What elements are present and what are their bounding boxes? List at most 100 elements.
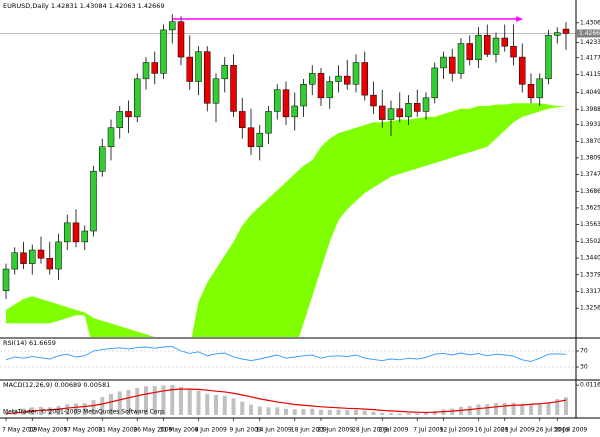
candle-body [37, 249, 45, 259]
candle-body [545, 35, 552, 80]
macd-bar [179, 386, 183, 415]
candle-body [309, 73, 316, 85]
candle-body [160, 29, 167, 74]
candle-body [519, 56, 526, 85]
y-tick-label: 30 [580, 364, 588, 371]
macd-bar [161, 385, 166, 415]
x-tick-label: 7 May 2009 [2, 427, 37, 434]
candle-body [300, 84, 307, 107]
macd-bar [301, 409, 306, 415]
macd-bar [327, 409, 332, 415]
macd-bar [467, 406, 472, 415]
candle-body [72, 222, 80, 243]
x-tick-label: 9 Jun 2009 [230, 427, 262, 434]
candle-body [440, 56, 447, 69]
candle-body [501, 37, 508, 47]
macd-bar [275, 407, 280, 415]
candle-body [422, 97, 430, 112]
candle-body [335, 75, 342, 82]
candle-body [484, 35, 491, 55]
macd-bar [65, 404, 70, 415]
candle-body [81, 230, 88, 243]
macd-bar [389, 413, 393, 415]
y-tick-label: 1.32560 [580, 305, 600, 312]
candle-body [64, 222, 71, 243]
macd-bar [537, 404, 542, 415]
macd-bar [109, 394, 113, 415]
last-price-label: 1.42669 [579, 30, 600, 37]
ichimoku-cloud [6, 103, 566, 337]
rsi-plot [0, 346, 576, 368]
macd-bar [380, 412, 385, 415]
candle-body [29, 249, 36, 264]
macd-bar [257, 406, 262, 415]
candle-body [344, 75, 351, 85]
macd-bar [266, 407, 271, 415]
y-tick-label: 1.41155 [580, 71, 600, 78]
macd-bar [249, 404, 253, 415]
candle-body [457, 43, 465, 74]
x-tick-label: 28 Jun 2009 [352, 427, 388, 434]
macd-bar [520, 403, 525, 415]
macd-bar [406, 413, 411, 415]
candle-body [195, 51, 202, 82]
x-tick-label: 26 May 2009 [133, 427, 172, 434]
x-tick-label: 12 May 2009 [28, 427, 67, 434]
macd-bar [47, 407, 52, 415]
macd-signal [5, 388, 567, 415]
macd-bar [310, 408, 315, 415]
macd-bar [529, 404, 533, 415]
macd-bar [555, 399, 560, 415]
candle-body [274, 89, 281, 112]
macd-bar [432, 410, 437, 415]
candle-body [405, 103, 412, 118]
macd-bar [371, 411, 376, 415]
last-price-box [577, 29, 600, 38]
y-tick-label: 0.01168 [580, 382, 600, 389]
y-tick-label: 1.37475 [580, 171, 600, 178]
macd-bar [397, 413, 402, 415]
macd-bar [284, 408, 288, 415]
macd-bar [214, 395, 218, 415]
macd-bar [82, 403, 87, 415]
rsi-title: RSI(14) 61.6659 [3, 339, 56, 347]
macd-bar [362, 410, 367, 415]
candle-body [11, 252, 18, 270]
candle-body [116, 111, 123, 128]
macd-bar [415, 413, 420, 415]
y-tick-label: 1.33175 [580, 288, 600, 295]
candle-body [46, 257, 53, 270]
macd-bar [91, 400, 96, 415]
macd-bar [205, 393, 210, 415]
macd-bar [56, 406, 61, 415]
macd-bar [424, 412, 428, 415]
axes [0, 0, 600, 419]
x-tick-label: 26 Jul 2009 [536, 427, 570, 434]
y-tick-label: 1.35635 [580, 221, 600, 228]
macd-plot [4, 385, 568, 415]
y-tick-label: 1.39315 [580, 121, 600, 128]
rsi-line [5, 346, 567, 362]
macd-bar [100, 397, 105, 415]
candle-body [265, 111, 272, 134]
trend-arrow [516, 16, 523, 23]
macd-bar [345, 410, 350, 415]
y-tick-label: 1.41775 [580, 54, 600, 61]
candle-body [414, 103, 421, 112]
macd-bar [187, 389, 192, 415]
candle-body [475, 35, 482, 61]
macd-bar [354, 409, 358, 415]
candle-body [55, 241, 62, 270]
x-tick-label: 7 Jul 2009 [413, 427, 443, 434]
macd-bar [170, 385, 175, 415]
candle-body [466, 43, 473, 61]
candle-body [396, 108, 403, 118]
y-tick-label: 1.34405 [580, 255, 600, 262]
macd-bar [74, 403, 78, 415]
candle-body [379, 105, 386, 120]
macd-bar [502, 402, 507, 415]
candle-body [527, 84, 535, 99]
candle-body [370, 94, 377, 107]
candle-body [99, 146, 106, 172]
